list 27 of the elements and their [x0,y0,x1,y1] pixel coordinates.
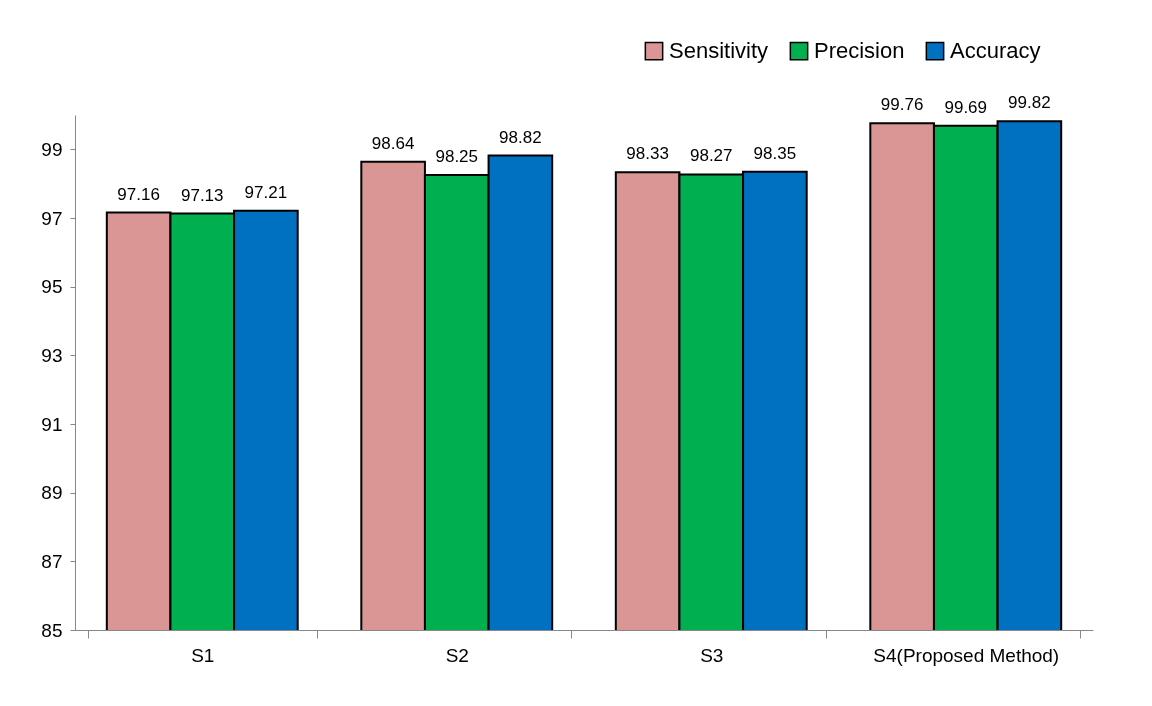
data-label: 99.82 [1008,93,1051,113]
data-label: 98.35 [753,143,797,163]
data-label: 97.16 [117,184,160,204]
data-label: 97.21 [244,182,288,202]
data-label: 98.27 [689,146,733,166]
legend-label: Accuracy [950,38,1041,64]
legend-label: Precision [814,38,905,64]
data-label: 98.82 [499,127,542,147]
x-tick-label: S4(Proposed Method) [873,644,1060,666]
x-tick-label: S1 [191,644,215,666]
data-label: 98.33 [626,144,669,164]
legend-label: Sensitivity [669,38,769,64]
x-tick-label: S2 [445,644,469,666]
y-tick-label: 99 [41,138,63,160]
data-label: 99.76 [880,95,924,115]
data-label: 98.64 [371,133,415,153]
y-tick-label: 85 [41,619,63,641]
data-label: 99.69 [944,97,988,117]
y-tick-label: 93 [41,344,63,366]
y-tick-label: 97 [41,207,63,229]
y-tick-label: 87 [41,550,63,572]
data-label: 98.25 [435,147,479,167]
y-tick-label: 91 [41,413,63,435]
y-tick-label: 95 [41,276,63,298]
y-tick-label: 89 [41,482,63,504]
x-tick-label: S3 [700,644,724,666]
data-label: 97.13 [180,185,224,205]
